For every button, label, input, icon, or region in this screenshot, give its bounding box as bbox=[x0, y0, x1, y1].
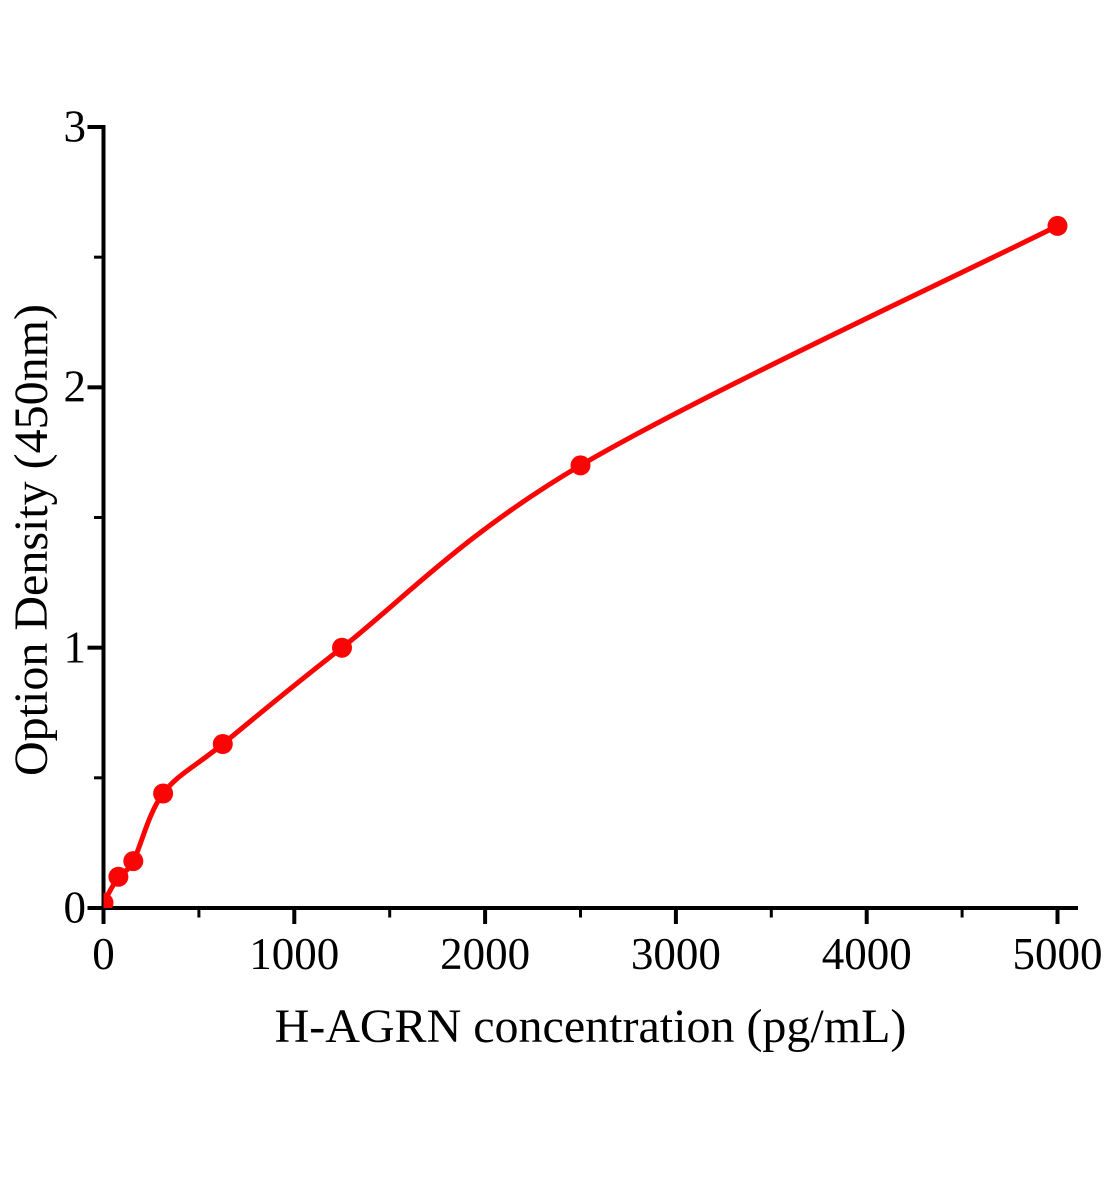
x-tick-label: 3000 bbox=[630, 929, 721, 979]
x-tick-label: 4000 bbox=[821, 929, 912, 979]
data-point-2 bbox=[123, 851, 144, 872]
y-axis-title: Option Density (450nm) bbox=[5, 304, 59, 776]
x-tick-label: 5000 bbox=[1012, 929, 1103, 979]
standard-curve-line bbox=[103, 223, 1059, 905]
data-point-5 bbox=[332, 637, 352, 658]
data-point-0 bbox=[103, 892, 114, 908]
x-axis-title: H-AGRN concentration (pg/mL) bbox=[274, 1000, 907, 1053]
data-point-7 bbox=[1047, 215, 1068, 236]
y-tick-label: 3 bbox=[63, 101, 87, 152]
data-point-4 bbox=[212, 734, 233, 754]
data-point-6 bbox=[570, 455, 591, 476]
x-tick-label: 0 bbox=[92, 929, 115, 979]
y-tick-label: 1 bbox=[63, 622, 87, 673]
y-tick-label: 0 bbox=[63, 882, 87, 933]
data-point-1 bbox=[108, 866, 129, 887]
x-tick-label: 1000 bbox=[249, 929, 340, 979]
y-tick-label: 2 bbox=[63, 361, 87, 412]
x-tick-label: 2000 bbox=[440, 929, 531, 979]
data-point-3 bbox=[153, 783, 174, 804]
standard-curve-group bbox=[103, 215, 1068, 908]
